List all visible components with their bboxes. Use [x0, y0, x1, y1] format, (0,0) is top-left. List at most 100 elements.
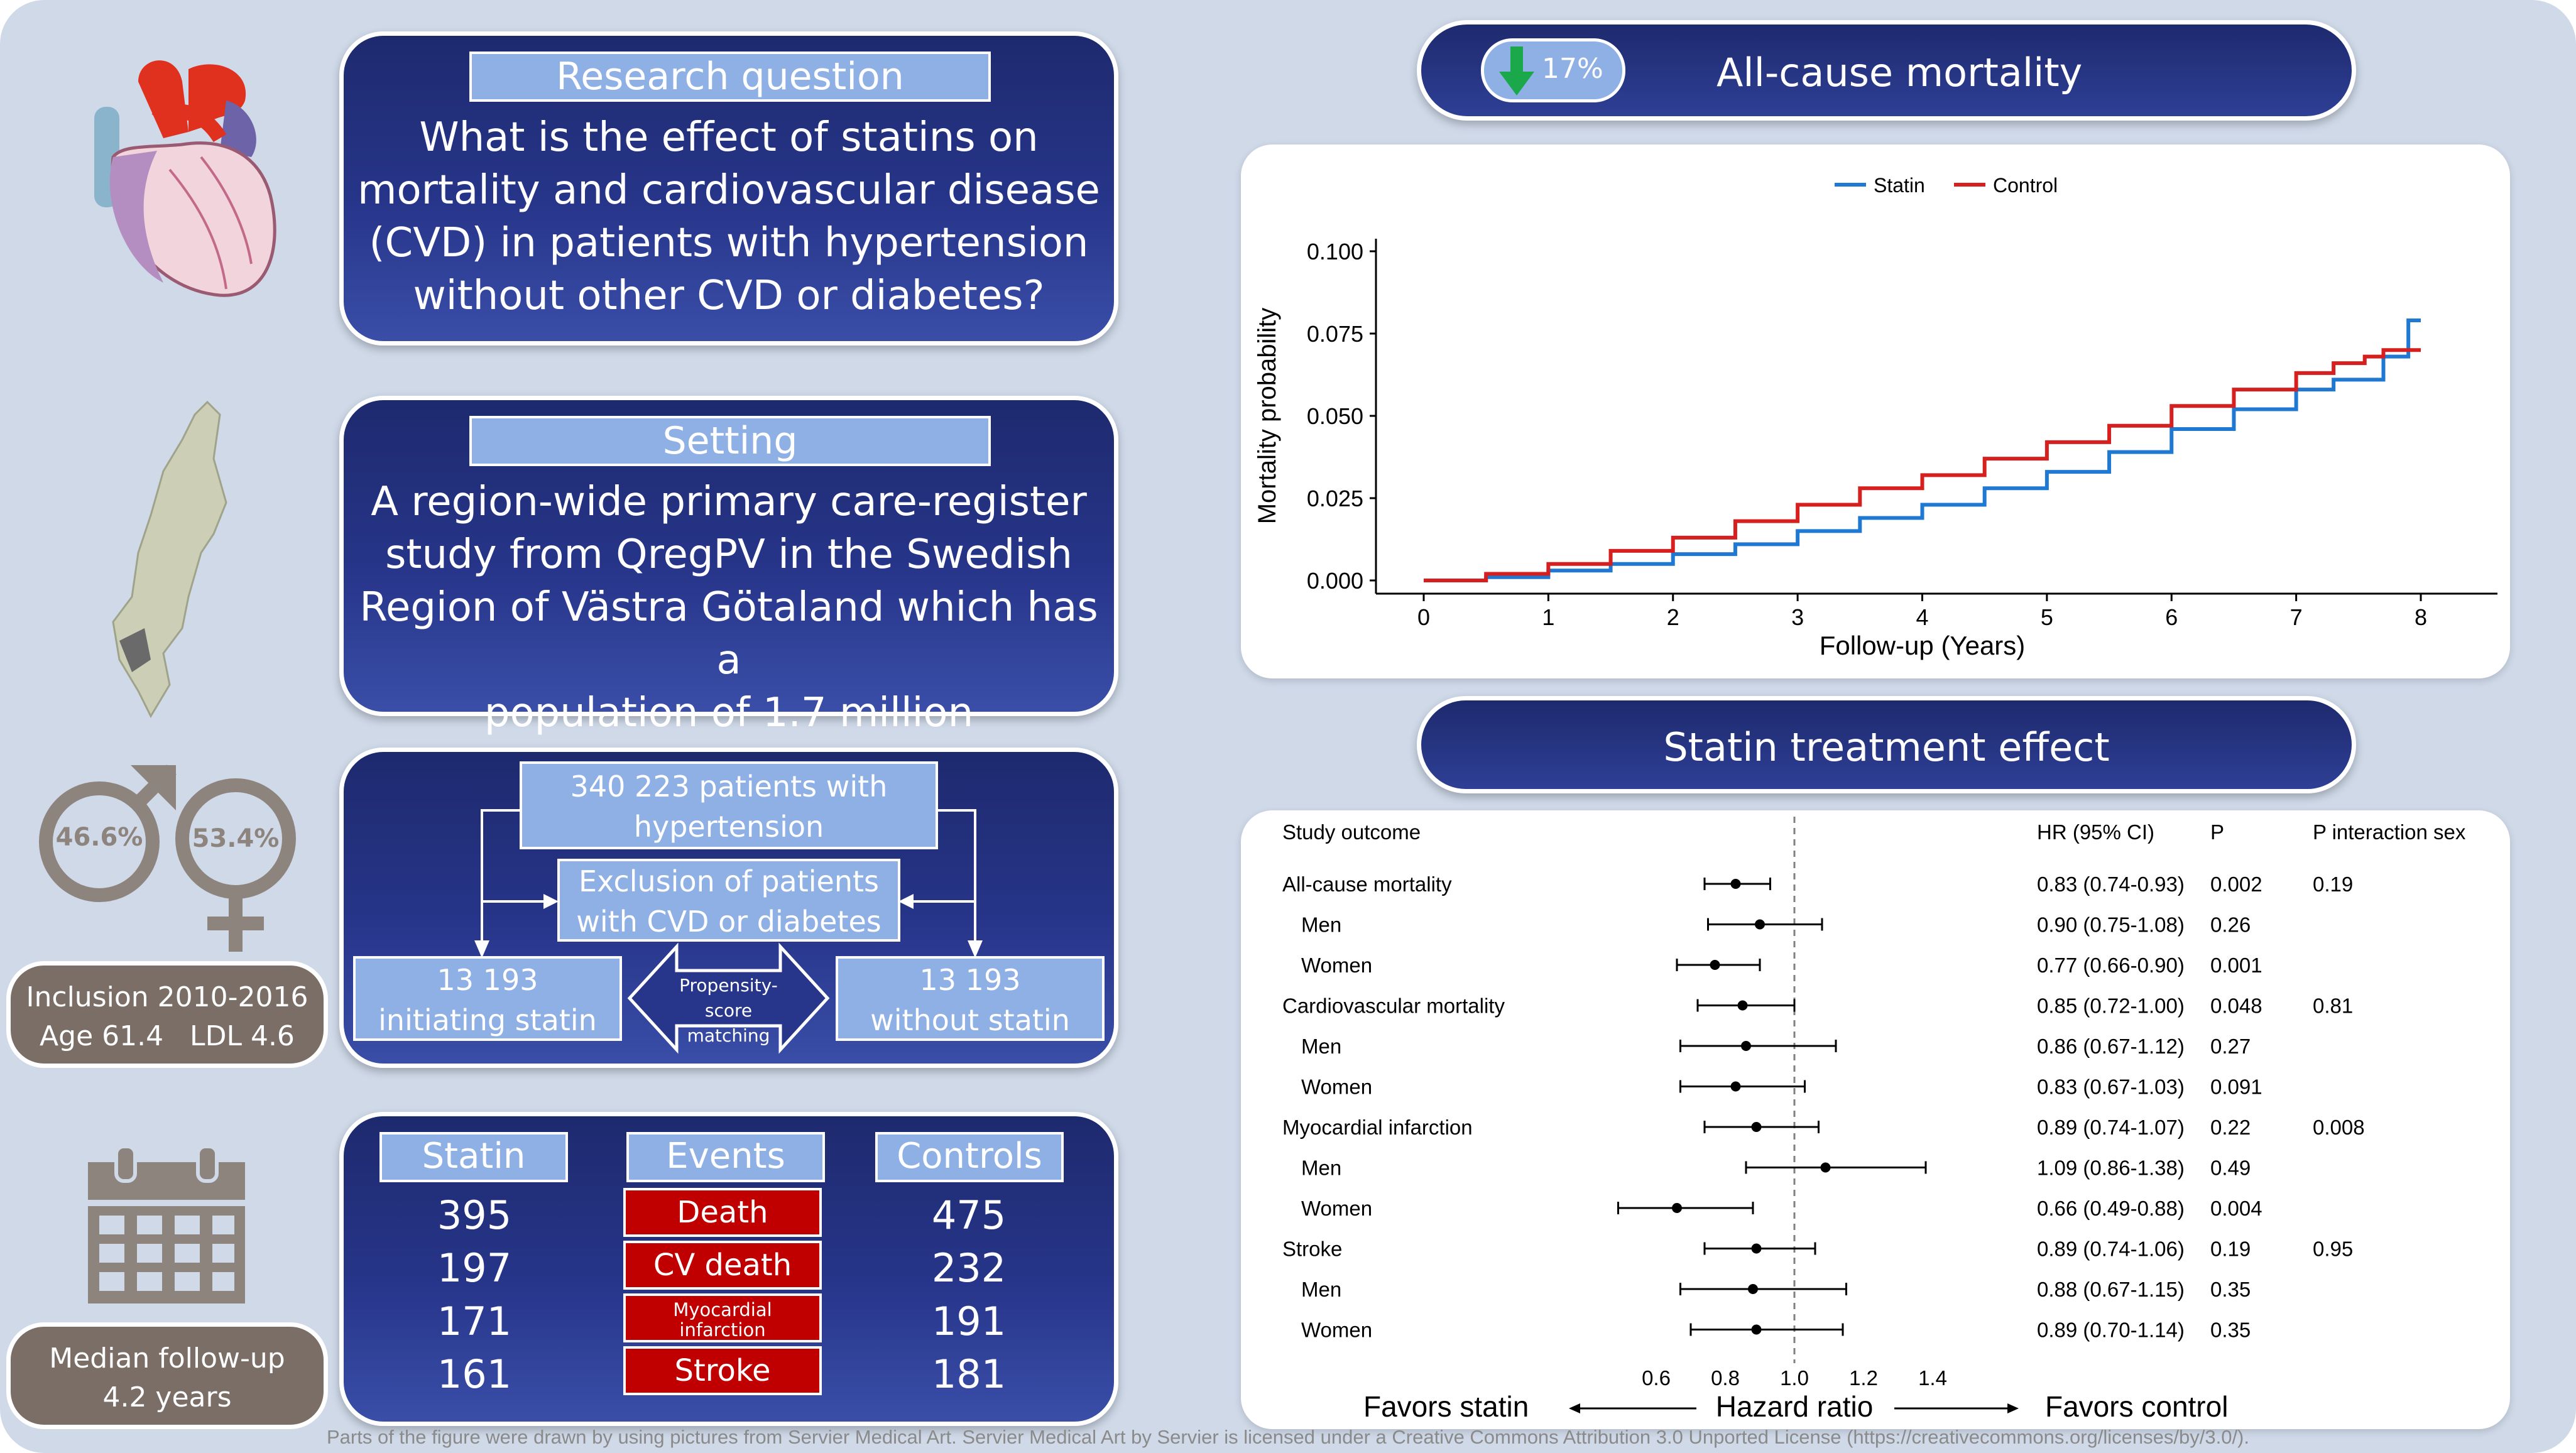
- down-arrow-icon: [1499, 46, 1534, 95]
- male-symbol-icon: [39, 765, 177, 902]
- flow-panel: 340 223 patients with hypertension Exclu…: [339, 748, 1118, 1068]
- hr-value: 0.83 (0.74-0.93): [2037, 873, 2185, 896]
- forest-plot: Study outcome HR (95% CI) P P interaction s…: [1282, 817, 2466, 1423]
- forest-x-tick-label: 0.6: [1642, 1366, 1671, 1390]
- right-arrow-icon: [2007, 1403, 2019, 1413]
- matching-label: Propensity- score matching: [664, 973, 793, 1048]
- row-label: Women: [1301, 954, 1372, 977]
- x-tick-label: 4: [1916, 604, 1928, 630]
- statin-cvdeath-count: 197: [437, 1245, 512, 1291]
- header-p: P: [2210, 820, 2224, 844]
- control-mi-count: 191: [931, 1298, 1007, 1344]
- research-question-text: What is the effect of statins on mortali…: [344, 111, 1114, 322]
- flow-exclusion-line-1: Exclusion of patients: [579, 864, 879, 898]
- p-value: 0.19: [2210, 1238, 2251, 1261]
- flow-connectors: [474, 809, 983, 1054]
- hr-value: 0.90 (0.75-1.08): [2037, 913, 2185, 937]
- hr-point: [1751, 1324, 1762, 1335]
- legend-label-statin: Statin: [1874, 174, 1925, 197]
- p-interaction-value: 0.008: [2313, 1116, 2365, 1139]
- flow-exclusion-box: Exclusion of patients with CVD or diabet…: [557, 859, 900, 942]
- setting-line-2: study from QregPV in the Swedish: [385, 531, 1072, 578]
- hr-point: [1820, 1162, 1831, 1173]
- hr-value: 0.88 (0.67-1.15): [2037, 1278, 2185, 1301]
- p-value: 0.26: [2210, 913, 2251, 937]
- setting-line-1: A region-wide primary care-register: [371, 479, 1087, 525]
- flow-total-line-1: 340 223 patients with: [570, 770, 888, 803]
- row-label: Cardiovascular mortality: [1282, 994, 1505, 1018]
- p-value: 0.001: [2210, 954, 2262, 977]
- hr-point: [1748, 1284, 1758, 1294]
- header-p-interaction: P interaction sex: [2313, 820, 2466, 844]
- hr-value: 0.89 (0.74-1.07): [2037, 1116, 2185, 1139]
- p-value: 0.27: [2210, 1035, 2251, 1058]
- hr-value: 0.83 (0.67-1.03): [2037, 1075, 2185, 1099]
- event-mi-line-1: Myocardial: [673, 1299, 772, 1320]
- row-label: Men: [1301, 913, 1341, 937]
- male-percent: 46.6%: [55, 823, 143, 852]
- followup-label: Median follow-up: [49, 1342, 285, 1374]
- mortality-header: 17% All-cause mortality: [1417, 20, 2356, 121]
- p-value: 0.091: [2210, 1075, 2262, 1099]
- x-tick-label: 6: [2165, 604, 2178, 630]
- hr-point: [1730, 879, 1741, 889]
- hr-value: 1.09 (0.86-1.38): [2037, 1156, 2185, 1180]
- statin-mi-count: 171: [437, 1298, 512, 1344]
- setting-line-3: Region of Västra Götaland which has a: [359, 584, 1098, 683]
- series-line-control: [1424, 348, 2421, 582]
- y-axis-title: Mortality probability: [1253, 308, 1281, 525]
- event-death: Death: [623, 1188, 822, 1237]
- km-chart: 0.000 0.025 0.050 0.075 0.100 0 1 2 3 4 5 6 7 8 Follow…: [1253, 174, 2497, 660]
- research-question-tag: Research question: [469, 52, 991, 102]
- calendar-icon: [88, 1145, 245, 1303]
- left-arrow-icon: [1569, 1403, 1580, 1413]
- footer-credit: Parts of the figure were drawn by using …: [327, 1426, 2249, 1448]
- legend-label-control: Control: [1993, 174, 2058, 197]
- p-interaction-value: 0.95: [2313, 1238, 2353, 1261]
- x-tick-label: 5: [2041, 604, 2053, 630]
- forest-plot-card: [1241, 810, 2510, 1429]
- setting-tag: Setting: [469, 416, 991, 466]
- y-tick-label: 0.100: [1307, 239, 1363, 264]
- p-value: 0.35: [2210, 1278, 2251, 1301]
- inclusion-stats: Age 61.4 LDL 4.6: [40, 1020, 295, 1052]
- p-interaction-value: 0.81: [2313, 994, 2353, 1018]
- setting-line-4: population of 1.7 million: [484, 690, 974, 736]
- x-tick-label: 2: [1667, 604, 1679, 630]
- hazard-ratio-label: Hazard ratio: [1716, 1390, 1874, 1423]
- mortality-title: All-cause mortality: [1716, 50, 2083, 95]
- y-tick-label: 0.050: [1307, 403, 1363, 429]
- sweden-map-icon: [112, 400, 227, 719]
- research-line-1: What is the effect of statins on: [419, 114, 1039, 161]
- hr-point: [1741, 1041, 1751, 1051]
- statin-stroke-count: 161: [437, 1351, 512, 1397]
- x-axis-title: Follow-up (Years): [1820, 631, 2026, 660]
- row-label: Women: [1301, 1319, 1372, 1342]
- followup-value: 4.2 years: [102, 1381, 232, 1413]
- event-stroke: Stroke: [623, 1346, 822, 1395]
- p-value: 0.49: [2210, 1156, 2251, 1180]
- x-tick-label: 3: [1791, 604, 1804, 630]
- p-value: 0.35: [2210, 1319, 2251, 1342]
- matching-line-1: Propensity-: [679, 975, 778, 996]
- flow-control-box: 13 193 without statin: [836, 956, 1105, 1041]
- forest-x-tick-label: 1.4: [1918, 1366, 1947, 1390]
- row-label: Men: [1301, 1035, 1341, 1058]
- heart-icon: [94, 60, 276, 297]
- header-hr: HR (95% CI): [2037, 820, 2154, 844]
- hr-point: [1751, 1243, 1762, 1254]
- hr-value: 0.66 (0.49-0.88): [2037, 1197, 2185, 1220]
- matching-double-arrow: [627, 942, 830, 1054]
- setting-panel: Setting A region-wide primary care-regis…: [339, 396, 1118, 736]
- flow-exclusion-line-2: with CVD or diabetes: [576, 905, 881, 939]
- research-question-panel: Research question What is the effect of …: [339, 31, 1118, 346]
- setting-text: A region-wide primary care-register stud…: [344, 476, 1114, 739]
- statin-death-count: 395: [437, 1192, 512, 1238]
- forest-x-tick-label: 0.8: [1711, 1366, 1740, 1390]
- row-label: Myocardial infarction: [1282, 1116, 1473, 1139]
- control-stroke-count: 181: [931, 1351, 1007, 1397]
- forest-x-tick-label: 1.2: [1849, 1366, 1878, 1390]
- p-value: 0.048: [2210, 994, 2262, 1018]
- y-tick-label: 0.075: [1307, 321, 1363, 347]
- hr-value: 0.89 (0.74-1.06): [2037, 1238, 2185, 1261]
